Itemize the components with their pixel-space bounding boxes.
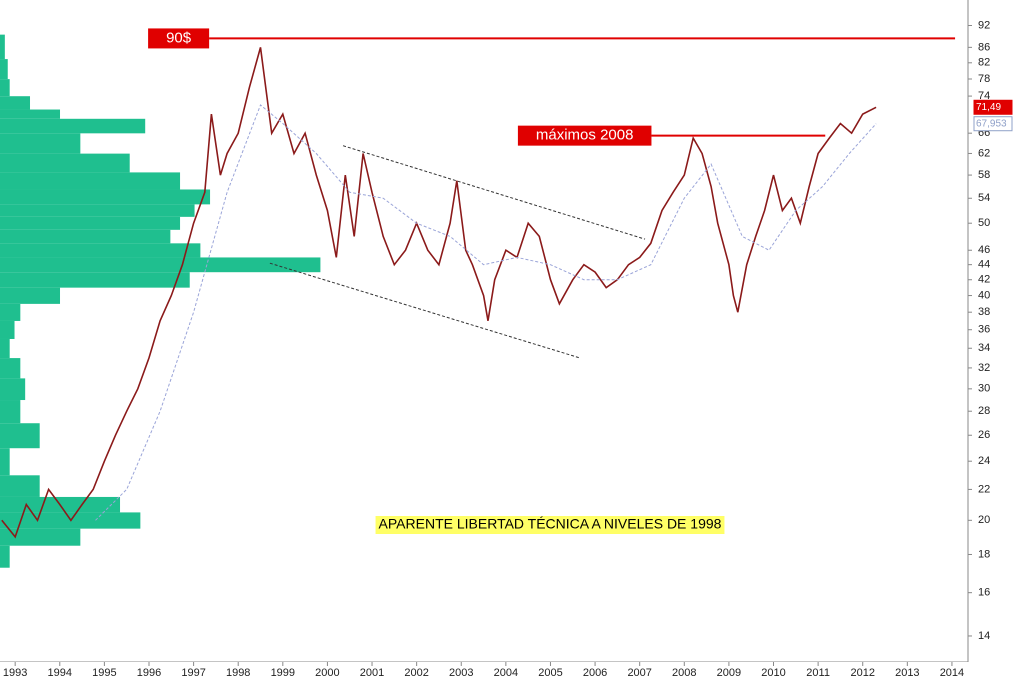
x-tick-label: 2009	[717, 667, 741, 679]
y-tick-label: 30	[978, 383, 990, 395]
volume-profile-bar	[0, 79, 10, 97]
x-tick-label: 1996	[137, 667, 161, 679]
y-tick-label: 38	[978, 306, 990, 318]
trend-line	[342, 145, 646, 240]
x-tick-label: 2002	[404, 667, 428, 679]
volume-profile-bar	[0, 287, 61, 304]
y-tick-label: 86	[978, 41, 990, 53]
volume-profile-bar	[0, 303, 21, 321]
x-tick-label: 2005	[538, 667, 562, 679]
volume-profile-bar	[0, 34, 5, 60]
volume-profile-bar	[0, 109, 61, 119]
y-tick-label: 24	[978, 455, 990, 467]
volume-profile-bar	[0, 320, 15, 339]
price-tag	[973, 99, 1013, 115]
level-box	[517, 125, 652, 146]
y-tick-label: 74	[978, 90, 990, 102]
trend-line	[269, 262, 581, 359]
x-tick-label: 2007	[627, 667, 651, 679]
note: APARENTE LIBERTAD TÉCNICA A NIVELES DE 1…	[379, 516, 722, 532]
y-tick-label: 36	[978, 324, 990, 336]
x-tick-label: 2014	[940, 667, 964, 679]
volume-profile-bar	[0, 475, 40, 497]
y-tick-label: 50	[978, 217, 990, 229]
volume-profile-bar	[0, 528, 81, 546]
volume-profile-bar	[0, 59, 8, 80]
price-tag	[973, 116, 1013, 132]
y-tick-label: 32	[978, 362, 990, 374]
x-tick-label: 2010	[761, 667, 785, 679]
x-tick-label: 2012	[850, 667, 874, 679]
volume-profile-bar	[0, 257, 321, 273]
volume-profile-bar	[0, 229, 171, 244]
volume-profile-bar	[0, 423, 40, 449]
volume-profile-bar	[0, 338, 10, 359]
x-axis-band	[0, 662, 1017, 681]
price-line	[1, 47, 877, 539]
price-tag-label: 71,49	[976, 102, 1001, 113]
y-tick-label: 16	[978, 587, 990, 599]
y-tick-label: 92	[978, 19, 990, 31]
level-label: 90$	[166, 29, 192, 46]
y-tick-label: 28	[978, 405, 990, 417]
x-tick-label: 2011	[806, 667, 830, 679]
y-tick-label: 40	[978, 289, 990, 301]
volume-profile-bar	[0, 204, 195, 217]
y-tick-label: 20	[978, 514, 990, 526]
volume-profile-bar	[0, 153, 130, 173]
x-tick-label: 1995	[92, 667, 116, 679]
y-tick-label: 42	[978, 274, 990, 286]
y-tick-label: 58	[978, 169, 990, 181]
x-tick-label: 2004	[494, 667, 518, 679]
volume-profile-bar	[0, 172, 181, 190]
x-tick-label: 2006	[583, 667, 607, 679]
volume-profile-bar	[0, 133, 81, 154]
note-highlight	[375, 516, 725, 534]
volume-profile-bar	[0, 400, 21, 424]
volume-profile-bar	[0, 189, 211, 205]
y-tick-label: 46	[978, 244, 990, 256]
price-tag-label: 67,953	[976, 118, 1007, 129]
volume-profile-bar	[0, 378, 26, 401]
y-tick-label: 78	[978, 73, 990, 85]
x-tick-label: 2008	[672, 667, 696, 679]
x-tick-label: 2013	[895, 667, 919, 679]
y-tick-label: 14	[978, 630, 990, 642]
y-tick-label: 22	[978, 483, 990, 495]
x-tick-label: 2001	[360, 667, 384, 679]
volume-profile-bar	[0, 118, 146, 134]
x-tick-label: 2000	[315, 667, 339, 679]
plot-area	[0, 34, 877, 568]
volume-profile-bar	[0, 96, 31, 110]
y-tick-label: 62	[978, 147, 990, 159]
volume-profile-bar	[0, 545, 10, 568]
y-tick-label: 26	[978, 429, 990, 441]
y-tick-label: 44	[978, 259, 990, 271]
volume-profile-bar	[0, 448, 10, 476]
level-label: máximos 2008	[536, 127, 634, 144]
x-tick-label: 2003	[449, 667, 473, 679]
y-tick-label: 34	[978, 342, 990, 354]
volume-profile-bar	[0, 243, 201, 258]
x-tick-label: 1998	[226, 667, 250, 679]
x-tick-label: 1994	[48, 667, 72, 679]
x-tick-label: 1993	[3, 667, 27, 679]
y-tick-label: 18	[978, 548, 990, 560]
volume-profile-bar	[0, 272, 190, 288]
y-tick-label: 54	[978, 192, 990, 204]
volume-profile-bar	[0, 358, 21, 379]
x-tick-label: 1999	[271, 667, 295, 679]
y-tick-label: 82	[978, 57, 990, 69]
volume-profile-bar	[0, 216, 181, 230]
x-tick-label: 1997	[181, 667, 205, 679]
level-box	[148, 28, 210, 49]
